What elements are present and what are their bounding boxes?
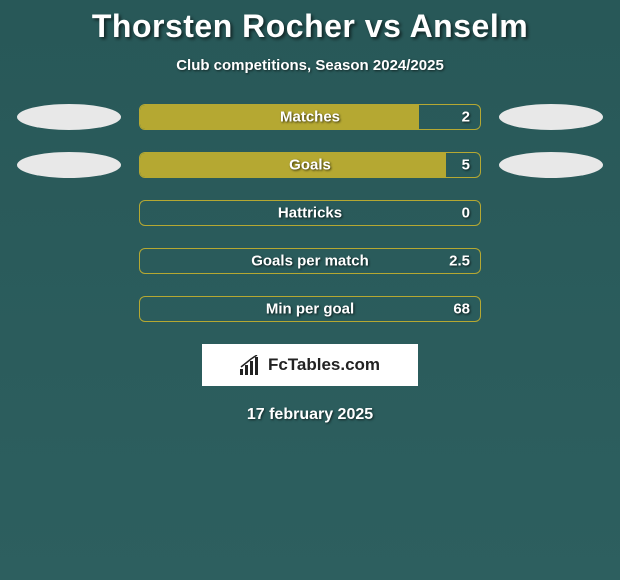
player-marker-left bbox=[17, 104, 121, 130]
subtitle: Club competitions, Season 2024/2025 bbox=[0, 57, 620, 74]
stat-label: Min per goal bbox=[266, 301, 354, 318]
brand-text: FcTables.com bbox=[268, 355, 380, 375]
stats-list: Matches 2 Goals 5 Hattricks 0 Goals per match 2… bbox=[0, 104, 620, 322]
stat-row: Matches 2 bbox=[0, 104, 620, 130]
stat-value: 2 bbox=[462, 109, 470, 126]
player-marker-right bbox=[499, 152, 603, 178]
stat-value: 0 bbox=[462, 205, 470, 222]
stat-bar: Matches 2 bbox=[139, 104, 481, 130]
stat-bar: Goals per match 2.5 bbox=[139, 248, 481, 274]
player-marker-left bbox=[17, 152, 121, 178]
page-title: Thorsten Rocher vs Anselm bbox=[0, 8, 620, 45]
stat-label: Goals per match bbox=[251, 253, 369, 270]
stat-label: Goals bbox=[289, 157, 331, 174]
stat-row: Hattricks 0 bbox=[0, 200, 620, 226]
stat-label: Matches bbox=[280, 109, 340, 126]
stat-bar: Hattricks 0 bbox=[139, 200, 481, 226]
stat-row: Goals 5 bbox=[0, 152, 620, 178]
player-marker-right bbox=[499, 104, 603, 130]
comparison-card: Thorsten Rocher vs Anselm Club competiti… bbox=[0, 0, 620, 424]
stat-row: Min per goal 68 bbox=[0, 296, 620, 322]
chart-icon bbox=[240, 355, 262, 375]
stat-bar: Goals 5 bbox=[139, 152, 481, 178]
stat-label: Hattricks bbox=[278, 205, 342, 222]
stat-bar: Min per goal 68 bbox=[139, 296, 481, 322]
stat-row: Goals per match 2.5 bbox=[0, 248, 620, 274]
stat-value: 5 bbox=[462, 157, 470, 174]
stat-value: 2.5 bbox=[449, 253, 470, 270]
stat-value: 68 bbox=[453, 301, 470, 318]
brand-badge[interactable]: FcTables.com bbox=[202, 344, 418, 386]
date-label: 17 february 2025 bbox=[0, 406, 620, 424]
